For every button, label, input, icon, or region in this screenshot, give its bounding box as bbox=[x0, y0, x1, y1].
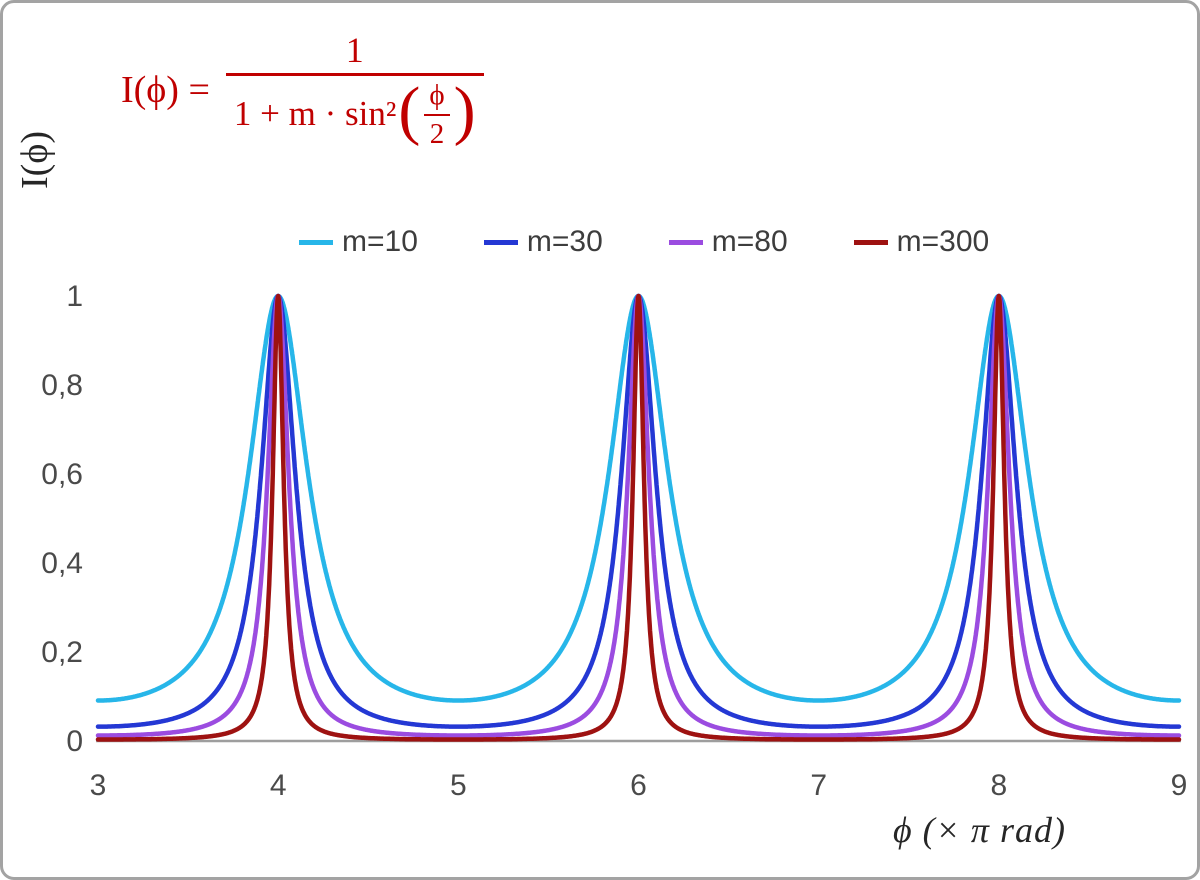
legend-item-m=10: m=10 bbox=[299, 225, 418, 259]
y-tick-label: 0,8 bbox=[41, 369, 83, 402]
legend-swatch bbox=[853, 239, 888, 245]
formula-lhs: I(ϕ) = bbox=[121, 68, 210, 111]
legend-label: m=80 bbox=[711, 225, 788, 258]
x-axis-title: ϕ (× π rad) bbox=[893, 810, 1066, 850]
legend-label: m=30 bbox=[526, 225, 603, 258]
legend-item-m=80: m=80 bbox=[668, 225, 788, 259]
x-tick-label: 4 bbox=[270, 769, 287, 802]
plot-area: 3 4 5 6 7 8 9 0 0,2 0,4 0,6 0,8 1 bbox=[41, 280, 1188, 802]
formula-denominator: 1 + m · sin² ( ϕ 2 ) bbox=[225, 72, 484, 149]
x-tick-label: 7 bbox=[810, 769, 827, 802]
legend-swatch bbox=[299, 239, 333, 245]
x-tick-label: 5 bbox=[450, 769, 467, 802]
x-tick-label: 9 bbox=[1171, 769, 1188, 802]
formula-open-paren: ( bbox=[398, 74, 421, 148]
series-curve-m=300 bbox=[95, 293, 1182, 742]
y-tick-label: 0,4 bbox=[41, 547, 83, 580]
legend-item-m=300: m=300 bbox=[853, 225, 990, 259]
x-tick-label: 8 bbox=[990, 769, 1007, 802]
legend: m=10 m=30 m=80 m=300 bbox=[299, 225, 989, 259]
formula: I(ϕ) = 1 1 + m · sin² ( ϕ 2 ) bbox=[121, 30, 484, 149]
formula-fraction: 1 1 + m · sin² ( ϕ 2 ) bbox=[225, 30, 484, 149]
series-curve-m=80 bbox=[95, 293, 1182, 738]
formula-denominator-text: 1 + m · sin² bbox=[233, 94, 397, 134]
formula-inner-denominator: 2 bbox=[423, 113, 451, 149]
formula-close-paren: ) bbox=[453, 74, 476, 148]
x-tick-label: 3 bbox=[90, 769, 107, 802]
formula-inner-numerator: ϕ bbox=[429, 78, 445, 111]
y-tick-label: 0,2 bbox=[41, 636, 83, 669]
formula-inner-fraction: ϕ 2 bbox=[423, 78, 451, 149]
y-tick-label: 0,6 bbox=[41, 458, 83, 491]
y-tick-label: 1 bbox=[66, 280, 83, 313]
y-tick-label: 0 bbox=[66, 725, 83, 758]
legend-label: m=10 bbox=[342, 225, 418, 258]
legend-swatch bbox=[483, 239, 518, 245]
legend-swatch bbox=[668, 239, 703, 245]
legend-label: m=300 bbox=[896, 225, 990, 258]
x-tick-label: 6 bbox=[630, 769, 647, 802]
legend-item-m=30: m=30 bbox=[483, 225, 603, 259]
formula-numerator: 1 bbox=[345, 30, 364, 70]
series-curve-m=30 bbox=[95, 293, 1182, 729]
